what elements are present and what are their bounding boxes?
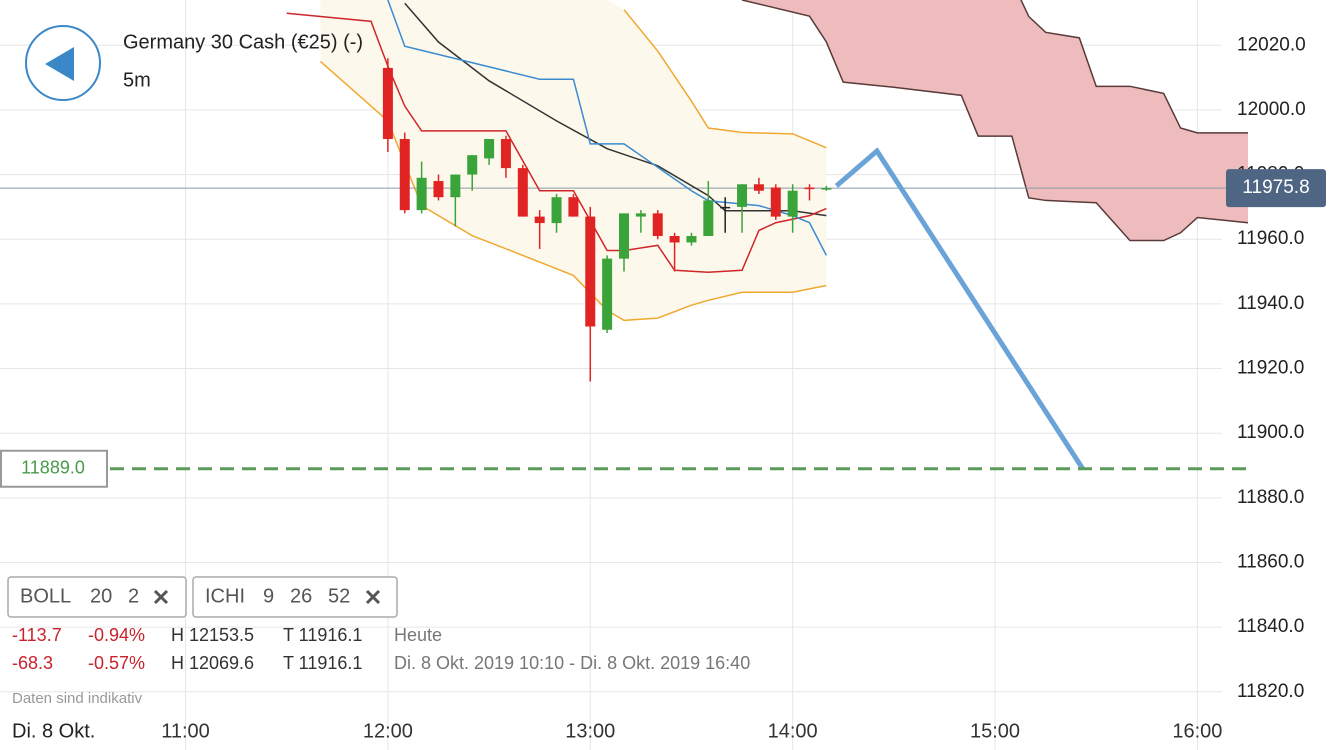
cloud-lower	[741, 0, 1248, 242]
candle-body	[619, 213, 629, 259]
candle-body	[770, 187, 781, 217]
candle-body	[669, 235, 680, 243]
indicator-chip[interactable]: BOLL 20 2	[7, 576, 187, 618]
y-tick-label: 11880.0	[1237, 487, 1304, 508]
cloud	[742, 0, 1248, 241]
y-tick-label: 11920.0	[1237, 358, 1304, 379]
indicator-name: BOLL	[20, 585, 71, 607]
candle-body	[382, 67, 393, 140]
cloud-upper	[1020, 0, 1248, 134]
back-button[interactable]	[25, 25, 101, 101]
indicator-param: 52	[328, 585, 350, 607]
band-lower	[319, 60, 827, 322]
candle-body	[821, 188, 832, 190]
last-price-label: 11975.8	[1242, 177, 1309, 198]
candle-body	[517, 168, 528, 217]
y-tick-label: 11900.0	[1237, 422, 1304, 443]
y-tick-label: 11820.0	[1237, 681, 1304, 702]
candle-body	[484, 139, 495, 159]
y-tick-label: 11960.0	[1237, 228, 1304, 249]
y-tick-label: 11840.0	[1237, 616, 1304, 637]
indicator-line	[286, 12, 827, 273]
x-tick-label: 11:00	[161, 720, 210, 742]
candle-body	[399, 139, 410, 211]
x-tick-label: 15:00	[970, 720, 1020, 742]
change-percent: -0.57%	[88, 653, 145, 673]
x-tick-label: 14:00	[768, 720, 818, 742]
x-tick-label: 12:00	[363, 720, 413, 742]
target-label-box	[0, 449, 108, 488]
change: -113.7	[12, 625, 62, 645]
high: H 12153.5	[171, 625, 254, 645]
interval[interactable]: 5m	[123, 69, 151, 91]
band-fill	[320, 0, 827, 321]
low: T 11916.1	[283, 625, 362, 645]
candle-body	[433, 181, 444, 198]
candle-body	[787, 190, 798, 217]
date-label: Di. 8 Okt.	[12, 720, 95, 742]
remove-icon[interactable]	[365, 589, 381, 605]
disclaimer: Daten sind indikativ	[12, 690, 143, 707]
y-tick-label: 12020.0	[1237, 34, 1306, 55]
indicator-param: 9	[263, 585, 274, 607]
target-label: 11889.0	[21, 458, 85, 478]
candle-body	[551, 197, 562, 224]
indicator-param: 26	[290, 585, 312, 607]
indicator-param: 20	[90, 585, 112, 607]
candle-body	[467, 155, 478, 175]
band-upper	[623, 9, 827, 149]
candle-body	[703, 200, 714, 236]
candle-body	[416, 177, 427, 211]
candle-body	[568, 197, 579, 217]
date-box	[0, 716, 115, 750]
candle-body	[500, 139, 511, 169]
indicator-line	[387, 0, 828, 256]
candle-body	[602, 258, 613, 330]
candle-body	[737, 184, 748, 207]
axes: 11820.0 11840.0 11860.0 11880.0 11900.0 11920…	[0, 34, 1326, 742]
y-tick-label: 12000.0	[1237, 99, 1306, 120]
indicator-name: ICHI	[205, 585, 245, 607]
x-tick-label: 16:00	[1172, 720, 1222, 742]
plot-area	[0, 0, 1248, 471]
high: H 12069.6	[171, 653, 254, 673]
period: Di. 8 Okt. 2019 10:10 - Di. 8 Okt. 2019 …	[394, 653, 750, 673]
candle-body	[720, 206, 731, 209]
candle-body	[753, 184, 764, 191]
candle-body	[635, 213, 646, 217]
x-tick-label: 13:00	[565, 720, 615, 742]
drawn-line[interactable]	[834, 147, 1085, 471]
change: -68.3	[12, 653, 53, 673]
indicator-param: 2	[128, 585, 139, 607]
candle-body	[450, 174, 461, 198]
y-tick-label: 11940.0	[1237, 293, 1304, 314]
change-percent: -0.94%	[88, 625, 145, 645]
remove-icon[interactable]	[153, 589, 169, 605]
last-price-box	[1226, 169, 1326, 208]
low: T 11916.1	[283, 653, 362, 673]
candle-body	[804, 187, 815, 190]
indicator-chip[interactable]: ICHI 9 26 52	[192, 576, 398, 618]
period: Heute	[394, 625, 442, 645]
candle-body	[585, 216, 596, 327]
candle-body	[652, 213, 663, 236]
instrument-title: Germany 30 Cash (€25) (-)	[123, 31, 363, 53]
candle-body	[534, 216, 545, 224]
candle-body	[686, 235, 697, 243]
y-tick-label: 11860.0	[1237, 552, 1304, 573]
